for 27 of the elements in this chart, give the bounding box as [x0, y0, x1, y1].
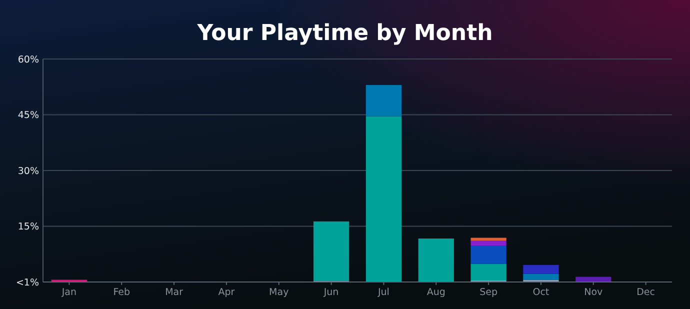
y-tick-label: 60% [18, 54, 39, 66]
x-tick-label: Nov [584, 287, 604, 298]
y-tick-label: 15% [18, 222, 39, 233]
x-tick-label: Mar [165, 287, 184, 298]
x-tick-label: May [269, 287, 290, 298]
x-tick-label: Jun [322, 287, 339, 298]
x-tick-label: Jul [376, 287, 390, 298]
y-tick-label: 30% [18, 166, 39, 177]
bar [523, 274, 559, 280]
x-tick-label: Oct [532, 287, 550, 298]
bar [366, 85, 402, 116]
bar [470, 264, 506, 281]
x-tick-label: Sep [480, 287, 498, 298]
x-tick-label: Apr [218, 287, 235, 298]
bar [523, 264, 559, 274]
x-tick-label: Dec [636, 287, 655, 298]
y-tick-label: 45% [18, 110, 39, 122]
bar [470, 240, 506, 246]
x-tick-label: Jan [60, 287, 77, 298]
x-tick-label: Aug [426, 287, 446, 298]
bar [366, 116, 402, 282]
bar [470, 246, 506, 264]
chart-title: Your Playtime by Month [196, 21, 493, 46]
bar [418, 238, 454, 282]
y-tick-label: <1% [16, 277, 39, 288]
bar [313, 221, 350, 281]
x-tick-label: Feb [113, 287, 130, 298]
